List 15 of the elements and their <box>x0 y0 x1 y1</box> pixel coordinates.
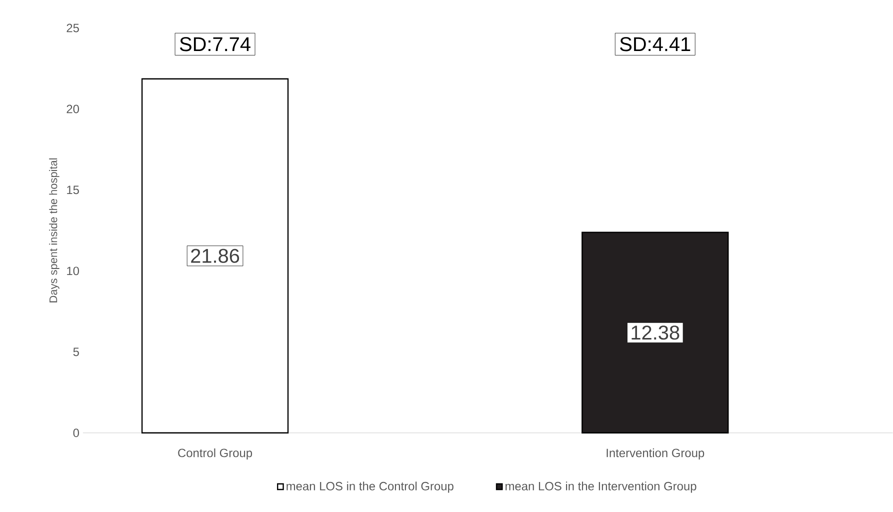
y-tick-label: 25 <box>66 24 79 32</box>
y-tick-label: 20 <box>66 104 80 114</box>
data-label: 21.86 <box>191 248 240 263</box>
legend-label: mean LOS in the Intervention Group <box>506 482 696 493</box>
annotation: SD:4.41 <box>620 37 690 52</box>
y-tick-label: 15 <box>67 186 79 194</box>
annotation: SD:7.74 <box>180 37 250 52</box>
y-axis-title: Days spent inside the hospital <box>49 158 60 302</box>
y-tick-label: 0 <box>73 428 80 438</box>
data-label: 12.38 <box>632 326 680 340</box>
y-tick-label: 5 <box>73 348 79 356</box>
x-tick-label: Intervention Group <box>606 448 704 460</box>
y-tick-label: 10 <box>67 266 80 276</box>
legend-label: mean LOS in the Control Group <box>286 482 454 493</box>
x-tick-label: Control Group <box>178 448 252 460</box>
